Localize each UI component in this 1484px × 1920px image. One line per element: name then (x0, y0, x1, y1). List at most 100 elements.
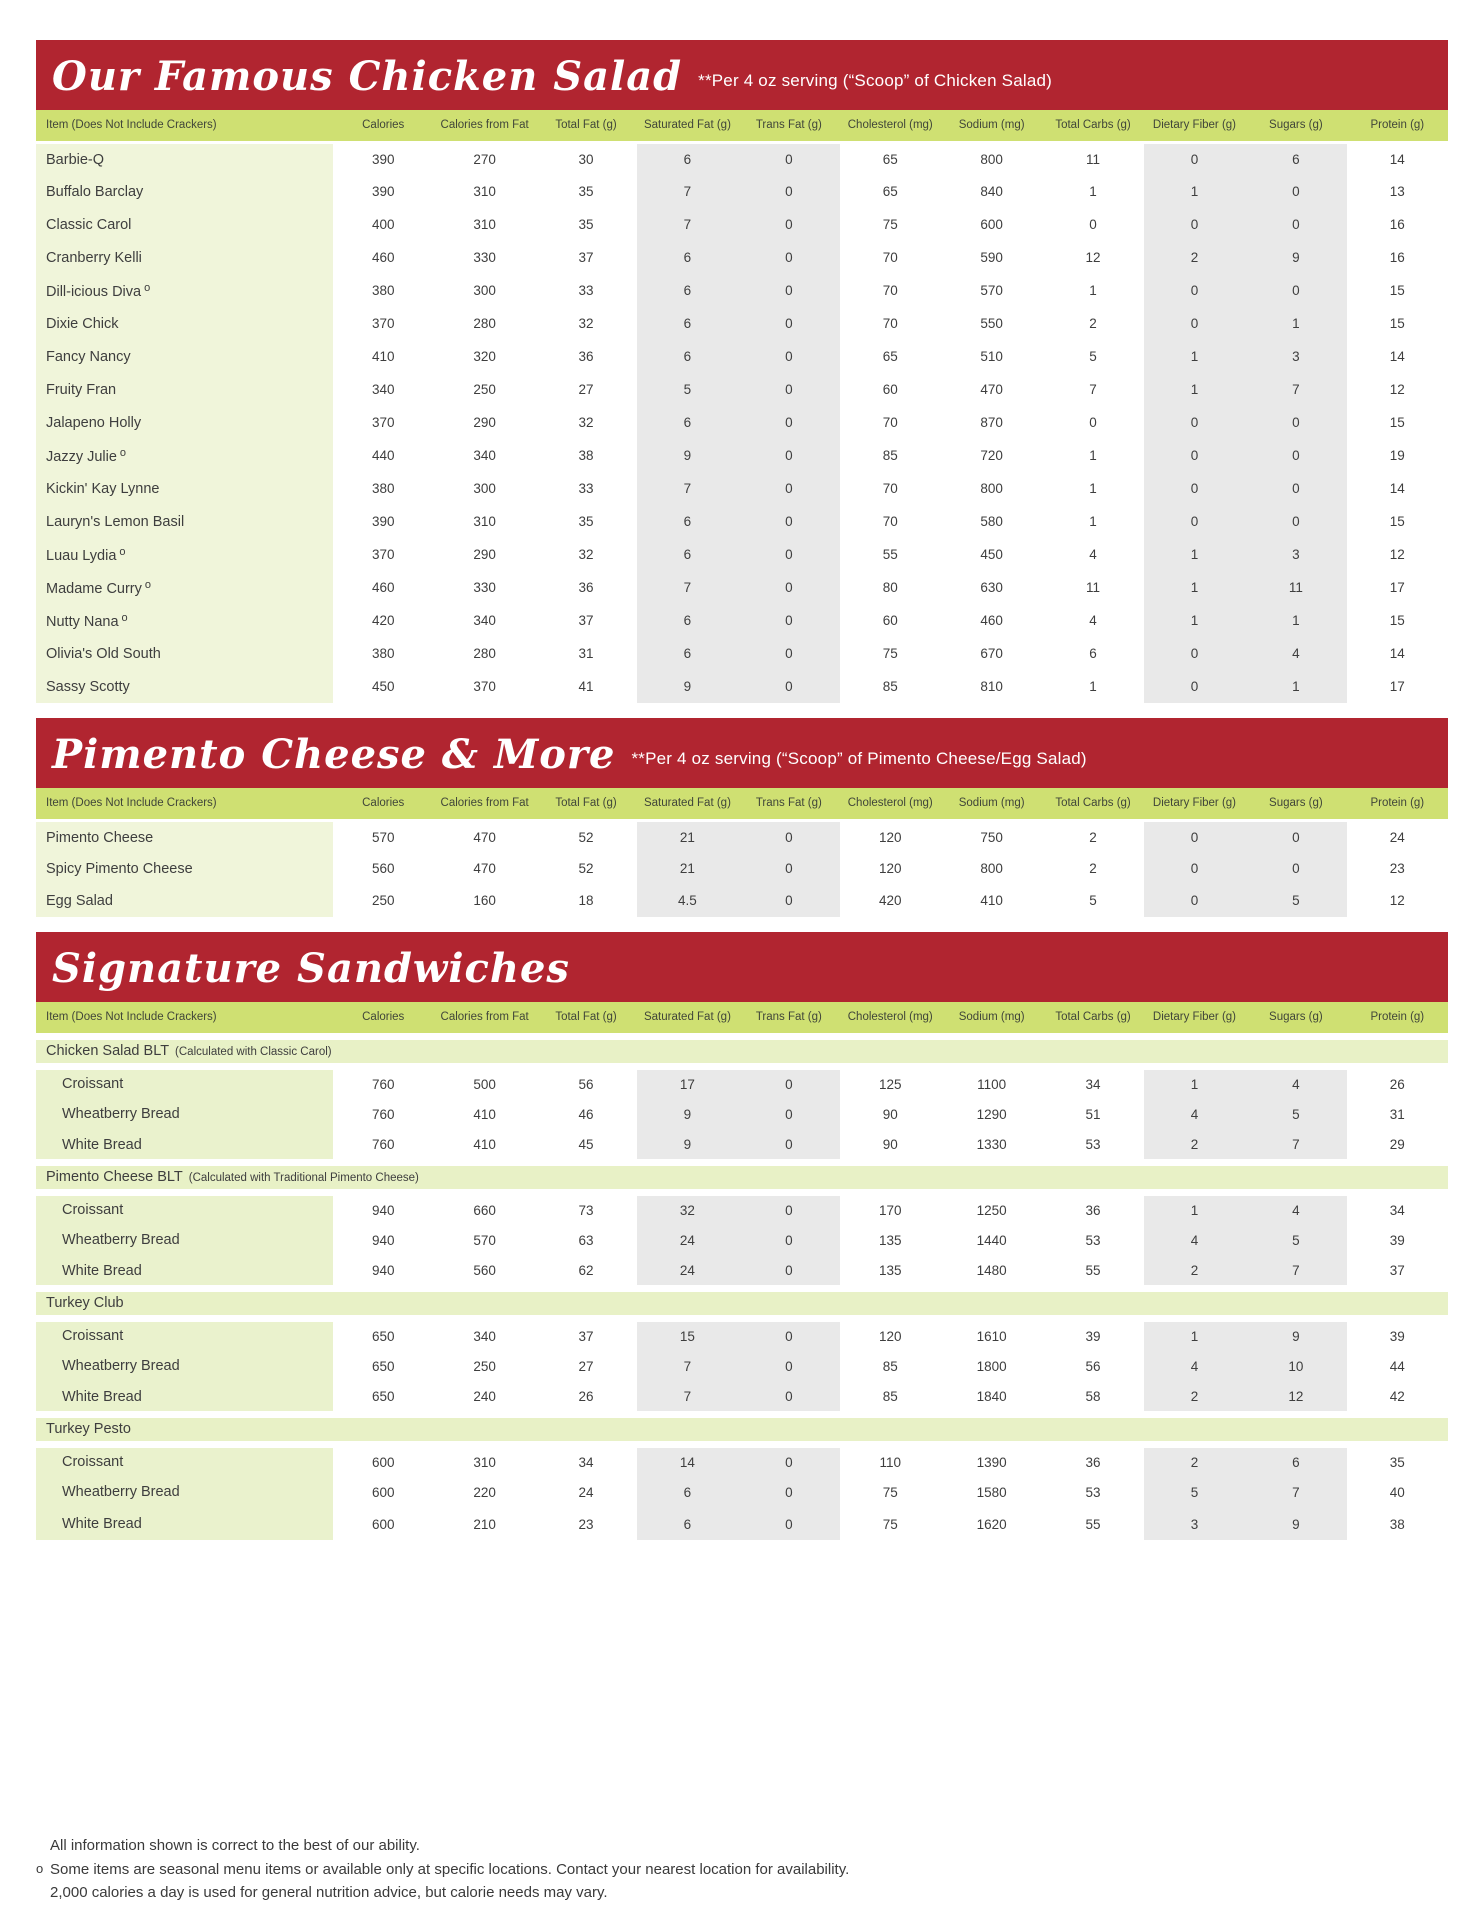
cell-trans-fat: 0 (738, 571, 840, 605)
section-subtitle: **Per 4 oz serving (“Scoop” of Chicken S… (698, 71, 1053, 90)
cell-cholesterol: 75 (882, 1516, 898, 1532)
cell-trans-fat: 0 (738, 1066, 840, 1099)
cell-item: Spicy Pimento Cheese (36, 852, 333, 885)
cell-calories: 390 (371, 514, 395, 530)
cell-cholesterol: 65 (882, 349, 898, 365)
cell-protein: 15 (1389, 316, 1405, 332)
cell-sodium: 410 (980, 893, 1003, 909)
cell-item: Cranberry Kelli (36, 241, 333, 275)
cell-saturated-fat: 7 (636, 1350, 739, 1383)
table-row: Croissant 940 660 73 32 0 170 1250 36 1 4 34 (36, 1192, 1448, 1225)
cell-item: Wheatberry Bread (36, 1350, 333, 1383)
cell-calories-from-fat: 310 (473, 514, 496, 530)
cell-total-carbs: 2 (1089, 861, 1097, 877)
table-row: Dill-icious Diva o 380 300 33 6 0 70 570 1 0 0 15 (36, 274, 1448, 308)
cell-protein: 44 (1389, 1358, 1405, 1374)
column-header-saturated-fat: Saturated Fat (g) (636, 788, 739, 823)
cell-saturated-fat: 6 (636, 538, 739, 572)
cell-item: Luau Lydia o (36, 538, 333, 572)
cell-calories-from-fat: 250 (473, 382, 496, 398)
cell-sugars: 7 (1245, 1476, 1347, 1509)
item-name: Fruity Fran (46, 381, 117, 398)
item-name: Luau Lydia (46, 547, 117, 564)
item-name: Jazzy Julie (46, 448, 117, 465)
cell-sugars: 3 (1245, 340, 1347, 374)
cell-sugars: 1 (1245, 670, 1347, 704)
column-header-saturated-fat: Saturated Fat (g) (636, 1001, 739, 1038)
cell-total-fat: 30 (578, 152, 594, 168)
section-title: Signature Sandwiches (52, 944, 570, 992)
cell-item: Wheatberry Bread (36, 1476, 333, 1509)
item-name: Wheatberry Bread (62, 1358, 180, 1375)
cell-trans-fat: 0 (738, 1318, 840, 1351)
cell-total-fat: 35 (578, 217, 594, 233)
item-name: Olivia's Old South (46, 645, 161, 662)
cell-total-fat: 36 (578, 349, 594, 365)
cell-calories: 440 (371, 448, 395, 464)
cell-calories-from-fat: 290 (473, 415, 496, 431)
cell-calories-from-fat: 340 (473, 613, 496, 629)
table-row: Fancy Nancy 410 320 36 6 0 65 510 5 1 3 14 (36, 340, 1448, 374)
cell-total-carbs: 0 (1089, 217, 1097, 233)
cell-trans-fat: 0 (738, 175, 840, 209)
cell-sodium: 630 (980, 580, 1003, 596)
cell-item: Croissant (36, 1066, 333, 1099)
item-name: Classic Carol (46, 216, 132, 233)
cell-calories-from-fat: 310 (473, 217, 496, 233)
cell-dietary-fiber: 1 (1143, 538, 1246, 572)
cell-saturated-fat: 24 (636, 1256, 739, 1289)
column-header-trans-fat: Trans Fat (g) (738, 110, 840, 144)
table-header-row: Item (Does Not Include Crackers) Calories… (36, 1001, 1448, 1038)
cell-total-fat: 45 (578, 1137, 594, 1153)
cell-trans-fat: 0 (738, 307, 840, 341)
cell-cholesterol: 120 (878, 830, 902, 846)
item-name: Buffalo Barclay (46, 183, 144, 200)
table-row: Nutty Nana o 420 340 37 6 0 60 460 4 1 1 15 (36, 604, 1448, 638)
item-name: Kickin' Kay Lynne (46, 480, 160, 497)
cell-calories: 250 (371, 893, 395, 909)
cell-cholesterol: 120 (878, 1328, 902, 1344)
cell-trans-fat: 0 (738, 208, 840, 242)
cell-item: Pimento Cheese (36, 820, 333, 853)
cell-total-carbs: 36 (1085, 1454, 1101, 1470)
cell-saturated-fat: 6 (636, 505, 739, 539)
cell-sugars: 0 (1245, 175, 1347, 209)
section-pimento-cheese: Pimento Cheese & More **Per 4 oz serving… (36, 718, 1448, 917)
cell-trans-fat: 0 (738, 274, 840, 308)
cell-protein: 17 (1389, 679, 1405, 695)
cell-saturated-fat: 7 (636, 571, 739, 605)
cell-total-carbs: 2 (1089, 316, 1097, 332)
column-header-trans-fat: Trans Fat (g) (738, 1001, 840, 1038)
table-row: Olivia's Old South 380 280 31 6 0 75 670 6 0 4 14 (36, 637, 1448, 671)
cell-trans-fat: 0 (738, 1192, 840, 1225)
cell-dietary-fiber: 2 (1143, 1256, 1246, 1289)
cell-dietary-fiber: 1 (1143, 340, 1246, 374)
cell-saturated-fat: 6 (636, 604, 739, 638)
column-header-cholesterol: Cholesterol (mg) (839, 788, 941, 823)
cell-calories: 340 (371, 382, 395, 398)
cell-protein: 14 (1389, 152, 1405, 168)
table-row: Fruity Fran 340 250 27 5 0 60 470 7 1 7 12 (36, 373, 1448, 407)
cell-calories: 450 (371, 679, 395, 695)
cell-cholesterol: 70 (882, 316, 898, 332)
pimento-cheese-table: Item (Does Not Include Crackers) Calories… (36, 788, 1448, 917)
table-row: Jazzy Julie o 440 340 38 9 0 85 720 1 0 0 19 (36, 439, 1448, 473)
cell-sugars: 12 (1245, 1382, 1347, 1415)
cell-cholesterol: 55 (882, 547, 898, 563)
table-row: Croissant 650 340 37 15 0 120 1610 39 1 9 39 (36, 1318, 1448, 1351)
cell-saturated-fat: 7 (636, 208, 739, 242)
group-header-row: Chicken Salad BLT (Calculated with Classi… (36, 1032, 1448, 1070)
cell-trans-fat: 0 (738, 241, 840, 275)
cell-total-carbs: 12 (1085, 250, 1101, 266)
cell-item: Dill-icious Diva o (36, 274, 333, 308)
section-subtitle: **Per 4 oz serving (“Scoop” of Pimento C… (631, 749, 1087, 769)
cell-total-carbs: 6 (1089, 646, 1097, 662)
column-header-protein: Protein (g) (1346, 788, 1448, 823)
cell-item: White Bread (36, 1130, 333, 1163)
cell-cholesterol: 70 (882, 415, 898, 431)
cell-sugars: 4 (1245, 637, 1347, 671)
column-header-saturated-fat: Saturated Fat (g) (636, 110, 739, 144)
cell-sodium: 1620 (976, 1516, 1007, 1532)
cell-trans-fat: 0 (738, 439, 840, 473)
cell-trans-fat: 0 (738, 340, 840, 374)
